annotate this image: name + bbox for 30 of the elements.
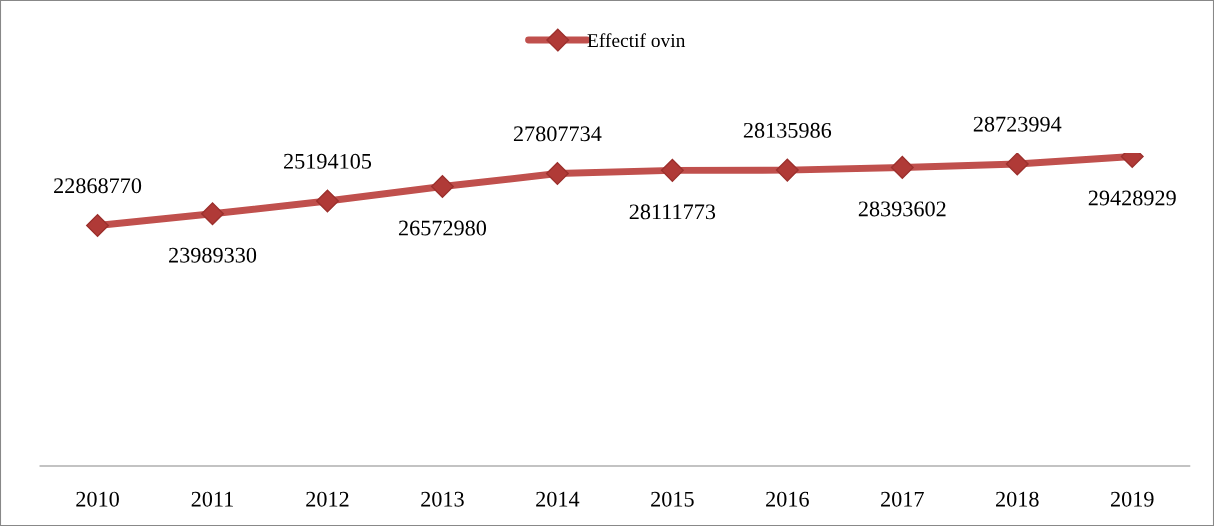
x-tick-label: 2019 (1110, 491, 1154, 507)
data-label: 25194105 (284, 153, 372, 169)
data-label: 26572980 (398, 220, 487, 236)
data-label: 29428929 (1088, 190, 1176, 206)
data-label: 28135986 (743, 122, 832, 138)
point (430, 175, 454, 199)
x-tick-label: 2017 (881, 491, 924, 507)
x-tick-label: 2018 (996, 491, 1039, 507)
x-tick-label: 2014 (536, 491, 580, 507)
x-tick-label: 2013 (421, 491, 464, 507)
point (315, 189, 339, 213)
x-tick-label: 2016 (766, 491, 809, 507)
point (660, 158, 684, 182)
data-label: 22868770 (54, 178, 142, 194)
x-tick-label: 2010 (76, 491, 119, 507)
point (890, 155, 914, 179)
data-label: 28111773 (629, 204, 716, 220)
point (201, 202, 225, 226)
point (86, 214, 110, 238)
x-tick-label: 2015 (651, 491, 694, 507)
data-label: 27807734 (513, 126, 602, 142)
data-label: 28723994 (973, 116, 1062, 132)
point (775, 158, 799, 182)
legend-label: Effectif ovin (587, 33, 686, 48)
point (1005, 153, 1029, 176)
data-label: 28393602 (858, 201, 946, 217)
x-tick-label: 2011 (191, 491, 233, 507)
data-label: 23989330 (169, 247, 257, 263)
x-tick-label: 2012 (306, 491, 349, 507)
point (545, 162, 569, 186)
